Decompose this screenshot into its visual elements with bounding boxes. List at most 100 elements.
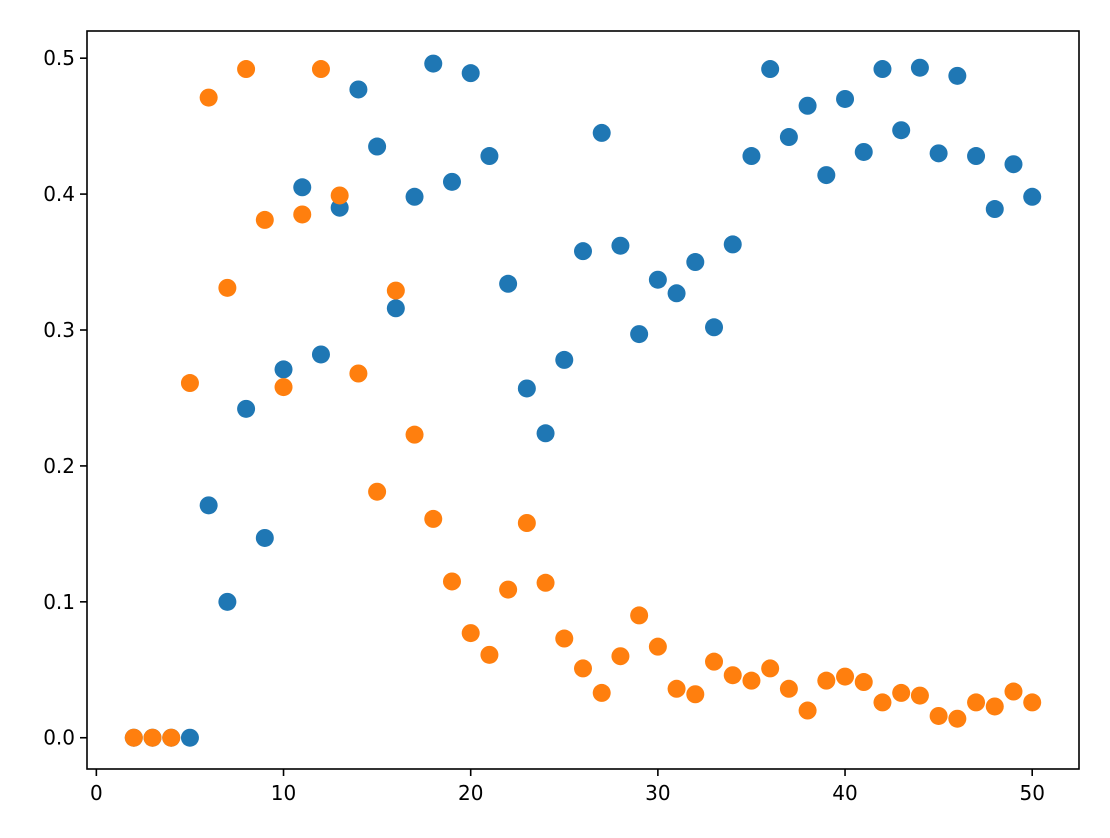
data-point	[424, 54, 443, 73]
data-point	[854, 142, 873, 161]
data-point	[761, 60, 780, 79]
data-point	[349, 80, 368, 99]
y-tick-label: 0.5	[43, 46, 75, 70]
data-point	[892, 121, 911, 140]
data-point	[442, 572, 461, 591]
data-point	[948, 709, 967, 728]
data-point	[686, 685, 705, 704]
data-point	[929, 706, 948, 725]
data-point	[854, 673, 873, 692]
data-point	[480, 147, 499, 166]
data-point	[967, 693, 986, 712]
data-point	[237, 60, 256, 79]
data-point	[1004, 682, 1023, 701]
y-tick-label: 0.1	[43, 590, 75, 614]
data-point	[274, 378, 293, 397]
data-point	[461, 624, 480, 643]
data-point	[686, 253, 705, 272]
data-point	[742, 147, 761, 166]
data-point	[985, 200, 1004, 219]
data-point	[574, 659, 592, 678]
x-tick-label: 10	[271, 781, 296, 805]
data-point	[368, 482, 387, 501]
data-point	[910, 686, 929, 705]
data-point	[574, 242, 592, 261]
data-point	[723, 235, 742, 254]
data-point	[218, 278, 237, 297]
data-point	[124, 728, 143, 747]
data-point	[480, 645, 499, 664]
y-tick-label: 0.4	[43, 182, 75, 206]
data-point	[910, 58, 929, 77]
data-point	[536, 573, 555, 592]
data-point	[892, 683, 911, 702]
data-point	[499, 274, 518, 293]
y-tick-label: 0.0	[43, 726, 75, 750]
data-point	[237, 399, 256, 418]
data-point	[255, 210, 274, 229]
data-point	[405, 187, 424, 206]
data-point	[1023, 187, 1042, 206]
data-point	[1023, 693, 1042, 712]
data-points	[124, 54, 1042, 747]
data-point	[985, 697, 1004, 716]
data-point	[667, 679, 686, 698]
data-point	[723, 666, 742, 685]
data-point	[779, 128, 798, 147]
data-point	[442, 172, 461, 191]
data-point	[630, 606, 649, 625]
data-point	[611, 236, 630, 255]
data-point	[499, 580, 518, 599]
x-tick-label: 30	[645, 781, 670, 805]
data-point	[330, 186, 349, 205]
data-point	[255, 528, 274, 547]
data-point	[1004, 155, 1023, 174]
data-point	[798, 96, 817, 115]
x-tick-label: 50	[1019, 781, 1044, 805]
plot-area-frame	[86, 30, 1080, 770]
data-point	[705, 318, 724, 337]
data-point	[517, 379, 536, 398]
data-point	[274, 360, 293, 379]
x-tick-label: 40	[832, 781, 857, 805]
data-point	[180, 374, 199, 393]
data-point	[948, 66, 967, 85]
data-point	[368, 137, 387, 156]
x-tick-label: 0	[90, 781, 103, 805]
data-point	[311, 60, 330, 79]
series-1	[124, 60, 1042, 747]
data-point	[293, 205, 312, 224]
data-point	[536, 424, 555, 443]
data-point	[667, 284, 686, 303]
data-point	[349, 364, 368, 383]
data-point	[199, 496, 218, 515]
data-point	[592, 683, 611, 702]
data-point	[630, 325, 649, 344]
data-point	[517, 514, 536, 532]
data-point	[779, 679, 798, 698]
data-point	[592, 123, 611, 142]
data-point	[929, 144, 948, 163]
data-point	[386, 281, 405, 300]
data-point	[648, 270, 667, 289]
data-point	[817, 671, 836, 690]
y-axis: 0.0 0.1 0.2 0.3 0.4 0.5	[43, 46, 87, 750]
data-point	[836, 89, 855, 108]
data-point	[386, 299, 405, 318]
data-point	[798, 701, 817, 720]
data-point	[199, 88, 218, 107]
data-point	[162, 728, 181, 747]
data-point	[817, 166, 836, 185]
data-point	[873, 693, 892, 712]
data-point	[705, 652, 724, 671]
data-point	[405, 425, 424, 444]
data-point	[424, 509, 443, 528]
data-point	[461, 64, 480, 83]
data-point	[180, 728, 199, 747]
data-point	[143, 728, 162, 747]
data-point	[555, 629, 574, 648]
y-tick-label: 0.3	[43, 318, 75, 342]
data-point	[648, 637, 667, 656]
x-tick-label: 20	[458, 781, 483, 805]
